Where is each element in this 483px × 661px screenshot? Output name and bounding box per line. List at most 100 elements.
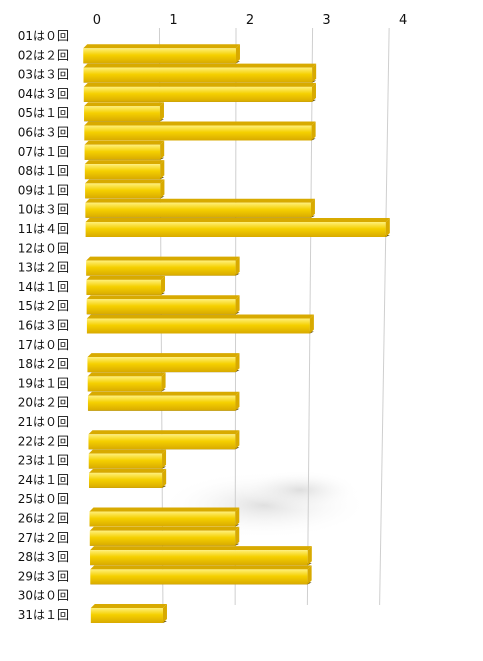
category-label: 01は０回 bbox=[18, 29, 69, 43]
x-tick-label: 0 bbox=[93, 13, 101, 28]
x-tick-label: 2 bbox=[246, 13, 254, 28]
bar-end-cap bbox=[162, 449, 167, 469]
bar bbox=[84, 144, 161, 160]
bar-top-face bbox=[90, 604, 167, 608]
category-label: 19は１回 bbox=[18, 376, 69, 390]
bar-top-face bbox=[83, 44, 240, 49]
bar-top-face bbox=[85, 218, 390, 222]
bar-top-face bbox=[89, 526, 240, 531]
category-label: 21は０回 bbox=[18, 415, 69, 429]
category-label: 24は１回 bbox=[18, 473, 69, 487]
bar-top-face bbox=[86, 256, 240, 261]
bar-end-cap bbox=[160, 179, 165, 199]
x-tick-label: 1 bbox=[169, 13, 177, 28]
category-label: 25は０回 bbox=[18, 492, 69, 506]
bar-end-cap bbox=[235, 44, 240, 64]
bar-end-cap bbox=[310, 198, 315, 218]
bar-top-face bbox=[85, 198, 315, 203]
bar-end-cap bbox=[159, 102, 164, 122]
bar bbox=[87, 376, 162, 392]
category-label: 03は３回 bbox=[18, 68, 69, 82]
category-label: 27は２回 bbox=[18, 531, 69, 545]
category-label: 23は１回 bbox=[18, 454, 69, 468]
category-label: 06は３回 bbox=[18, 126, 69, 140]
bar bbox=[90, 608, 163, 623]
bar-end-cap bbox=[235, 526, 240, 546]
category-label: 31は１回 bbox=[18, 608, 69, 622]
bar-top-face bbox=[90, 565, 312, 570]
category-label: 17は０回 bbox=[18, 338, 69, 352]
category-label: 22は２回 bbox=[18, 434, 69, 448]
bar bbox=[89, 511, 236, 527]
bar-top-face bbox=[84, 160, 165, 165]
bar bbox=[90, 569, 308, 585]
bar bbox=[83, 86, 312, 102]
category-label: 11は４回 bbox=[18, 222, 69, 236]
bar-top-face bbox=[85, 179, 165, 184]
bar-top-face bbox=[86, 275, 166, 280]
category-label: 12は０回 bbox=[18, 241, 69, 255]
bar-end-cap bbox=[311, 121, 316, 141]
bar-top-face bbox=[84, 102, 164, 107]
bar-end-cap bbox=[235, 256, 240, 276]
category-label: 16は３回 bbox=[18, 319, 69, 333]
category-label: 26は２回 bbox=[18, 512, 69, 526]
bar-top-face bbox=[88, 449, 167, 454]
grid-line bbox=[379, 27, 390, 606]
category-label: 02は２回 bbox=[18, 48, 69, 62]
category-label: 29は３回 bbox=[18, 569, 69, 583]
bar bbox=[85, 202, 311, 218]
bar-end-cap bbox=[162, 604, 167, 623]
bar-top-face bbox=[90, 546, 312, 551]
category-label: 10は３回 bbox=[18, 203, 69, 217]
bar-end-cap bbox=[235, 507, 240, 527]
bar-end-cap bbox=[311, 82, 316, 102]
category-label: 30は０回 bbox=[18, 589, 69, 603]
bar bbox=[84, 106, 160, 122]
bar-end-cap bbox=[385, 218, 390, 237]
bar-top-face bbox=[87, 353, 240, 358]
category-label: 09は１回 bbox=[18, 183, 69, 197]
category-label: 04は３回 bbox=[18, 87, 69, 101]
category-label: 14は１回 bbox=[18, 280, 69, 294]
bar bbox=[85, 183, 161, 199]
floor-shadow-ellipse bbox=[240, 470, 360, 510]
bar-top-face bbox=[84, 140, 165, 145]
bar bbox=[86, 260, 236, 276]
bar-end-cap bbox=[161, 275, 166, 295]
category-label: 18は２回 bbox=[18, 357, 69, 371]
bar-end-cap bbox=[161, 372, 166, 392]
bar-end-cap bbox=[307, 546, 312, 566]
category-label: 13は２回 bbox=[18, 261, 69, 275]
x-tick-label: 3 bbox=[322, 13, 330, 28]
x-axis-ticks: 0 1 2 3 4 bbox=[93, 13, 407, 28]
bars bbox=[83, 44, 390, 623]
bar bbox=[88, 472, 163, 488]
bar-end-cap bbox=[235, 430, 240, 450]
x-tick-label: 4 bbox=[399, 13, 407, 28]
category-labels: 01は０回 02は２回 03は３回 04は３回 05は１回 06は３回 07は１回 08は１回… bbox=[18, 29, 69, 622]
bar-end-cap bbox=[162, 468, 167, 488]
category-label: 20は２回 bbox=[18, 396, 69, 410]
bar-end-cap bbox=[160, 140, 165, 160]
bar bbox=[88, 453, 163, 469]
bar-top-face bbox=[87, 372, 166, 377]
bar-top-face bbox=[88, 468, 167, 473]
bar bbox=[88, 434, 236, 450]
bar-top-face bbox=[86, 295, 240, 300]
bar-end-cap bbox=[312, 63, 317, 83]
bar bbox=[85, 222, 386, 237]
bar bbox=[84, 164, 161, 180]
bar-end-cap bbox=[307, 565, 312, 585]
bar bbox=[86, 299, 236, 315]
bar bbox=[87, 395, 236, 411]
category-label: 07は１回 bbox=[18, 145, 69, 159]
bar-end-cap bbox=[235, 295, 240, 315]
bar-top-face bbox=[88, 430, 240, 435]
bar bbox=[86, 279, 162, 295]
bar-top-face bbox=[84, 121, 316, 126]
bar-top-face bbox=[87, 391, 240, 396]
bar bbox=[83, 48, 236, 64]
